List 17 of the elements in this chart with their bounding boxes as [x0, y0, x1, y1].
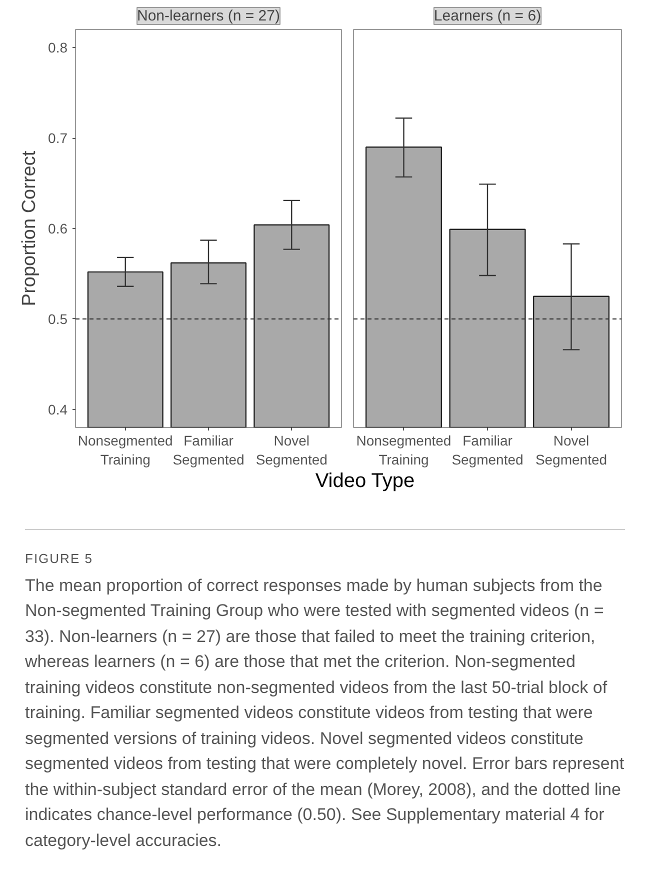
y-tick-label: 0.6 — [48, 220, 68, 236]
y-axis-title: Proportion Correct — [19, 150, 40, 306]
x-tick-label: Nonsegmented Training — [356, 432, 452, 468]
x-tick-label: Familiar Segmented — [172, 432, 244, 468]
x-tick-label: Novel Segmented — [256, 432, 328, 468]
chart-title: Non-learners (n = 27) — [137, 8, 280, 24]
caption: FIGURE 5 — [25, 529, 625, 569]
text: The mean proportion of correct responses made by human subjects from the Non-segmented Training Group who were tested with segmented videos (n = 33). Non-learners (n = 27) are those that failed to meet the training criterion, whereas learners (n = 6) are those that met the criterion. Non-segmented training videos constitute non-segmented videos from the last 50-trial block of training. Familiar segmented videos constitute videos from testing that were segmented versions of training videos. Novel segmented videos constitute segmented videos from testing that were completely novel. Error bars represent the within-subject standard error of the mean (Morey, 2008), and the dotted line indicates chance-level performance (0.50). See Supplementary material 4 for category-level accuracies. — [25, 576, 624, 850]
x-tick-label: Familiar Segmented — [452, 432, 524, 468]
y-tick-label: 0.4 — [48, 401, 68, 418]
y-tick-label: 0.7 — [48, 130, 68, 146]
y-tick-label: 0.8 — [48, 40, 68, 56]
y-tick-label: 0.5 — [48, 310, 68, 327]
x-tick-label: Nonsegmented Training — [78, 432, 173, 468]
x-axis-title: Video Type — [314, 469, 416, 494]
x-tick-label: Novel Segmented — [535, 432, 608, 468]
chart-title: Learners (n = 6) — [434, 8, 542, 24]
